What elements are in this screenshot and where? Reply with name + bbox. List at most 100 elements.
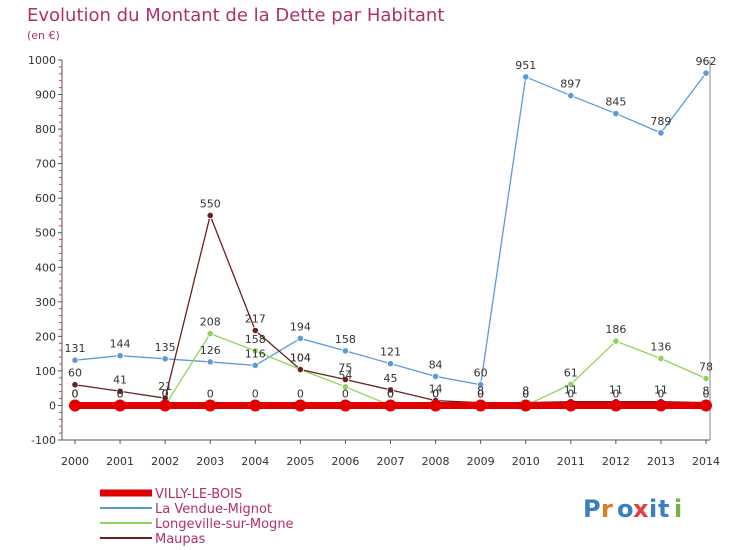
data-label: 951 [515, 59, 536, 72]
data-label: 11 [654, 384, 668, 397]
data-label: 60 [68, 367, 82, 380]
data-point [294, 399, 307, 412]
data-label: 11 [564, 384, 578, 397]
y-tick-label: 900 [35, 89, 56, 102]
data-label: 217 [245, 312, 266, 325]
data-point [522, 73, 530, 81]
data-label: 126 [200, 344, 221, 357]
series-line-la-vendue-mignot [74, 72, 707, 386]
data-label: 0 [162, 387, 169, 400]
data-point [702, 69, 710, 77]
y-tick-label: 100 [35, 365, 56, 378]
data-label: 0 [432, 387, 439, 400]
y-tick-label: 500 [35, 227, 56, 240]
y-tick-label: 800 [35, 123, 56, 136]
data-point [612, 109, 620, 118]
y-tick-label: 200 [35, 330, 56, 343]
data-label: 0 [117, 387, 124, 400]
data-point [519, 399, 532, 412]
data-label: 11 [609, 384, 623, 397]
data-label: 0 [72, 387, 79, 400]
data-label: 135 [155, 341, 176, 354]
data-label: 75 [338, 362, 352, 375]
data-label: 0 [522, 387, 529, 400]
data-label: 897 [560, 78, 581, 91]
data-label: 131 [65, 342, 86, 355]
data-point [251, 361, 259, 369]
logo-letter: t [658, 495, 669, 523]
x-tick-label: 2002 [151, 455, 179, 468]
data-label: 41 [113, 373, 127, 386]
data-point [296, 365, 304, 374]
axes: -100010020030040050060070080090010002000… [28, 54, 720, 468]
x-tick-label: 2009 [467, 455, 495, 468]
series-layer [69, 69, 712, 412]
data-point [474, 399, 487, 412]
y-tick-label: 0 [49, 399, 56, 412]
data-point [341, 383, 350, 391]
data-label: 14 [429, 383, 443, 396]
data-label: 0 [612, 387, 619, 400]
data-label: 144 [110, 338, 131, 351]
data-label: 0 [477, 387, 484, 400]
y-tick-label: 600 [35, 192, 56, 205]
logo-letter: i [649, 495, 657, 523]
legend-label: VILLY-LE-BOIS [155, 487, 242, 502]
data-point [204, 399, 217, 412]
data-point [206, 211, 214, 220]
data-label: 550 [200, 197, 221, 210]
data-label: 962 [696, 55, 717, 68]
data-labels: 0 0 0 0 0 0 0 0 0 0 0 0 0 0 0 131 144 135 126 116 194 158 121 8… [65, 55, 717, 400]
data-point [386, 386, 395, 394]
data-point [159, 399, 172, 412]
logo-letter: o [617, 495, 634, 523]
data-label: 0 [567, 387, 574, 400]
data-point [206, 358, 214, 366]
data-point [161, 355, 169, 363]
data-label: 0 [207, 387, 214, 400]
data-label: 789 [650, 115, 671, 128]
x-tick-label: 2005 [286, 455, 314, 468]
x-tick-label: 2011 [557, 455, 585, 468]
data-label: 0 [522, 387, 529, 400]
data-label: 0 [117, 387, 124, 400]
data-point [564, 399, 577, 412]
data-label: 136 [650, 340, 671, 353]
data-label: 158 [245, 333, 266, 346]
x-tick-label: 2013 [647, 455, 675, 468]
data-label: 116 [245, 347, 266, 360]
data-label: 8 [522, 385, 529, 398]
data-point [654, 399, 667, 412]
data-label: 54 [338, 369, 352, 382]
data-point [609, 399, 622, 412]
x-tick-label: 2001 [106, 455, 134, 468]
x-tick-label: 2010 [512, 455, 540, 468]
data-label: 0 [252, 387, 259, 400]
data-label: 21 [158, 380, 172, 393]
data-label: 8 [703, 385, 710, 398]
data-label: 186 [605, 323, 626, 336]
x-tick-label: 2008 [422, 455, 450, 468]
data-label: 8 [477, 385, 484, 398]
x-tick-label: 2014 [692, 455, 720, 468]
data-label: 208 [200, 316, 221, 329]
data-point [296, 334, 304, 343]
data-label: 104 [290, 352, 311, 365]
y-tick-label: 1000 [28, 54, 56, 67]
data-point [339, 399, 352, 412]
data-label: 84 [429, 358, 443, 371]
x-tick-label: 2007 [377, 455, 405, 468]
logo-letter: x [633, 495, 649, 523]
data-point [249, 399, 262, 412]
data-label: 61 [564, 366, 578, 379]
x-tick-label: 2006 [331, 455, 359, 468]
data-label: 121 [380, 346, 401, 359]
data-label: 0 [657, 387, 664, 400]
data-point [251, 347, 259, 355]
data-label: 0 [162, 387, 169, 400]
data-point [477, 381, 485, 389]
data-label: 45 [384, 372, 398, 385]
data-label: 0 [477, 387, 484, 400]
